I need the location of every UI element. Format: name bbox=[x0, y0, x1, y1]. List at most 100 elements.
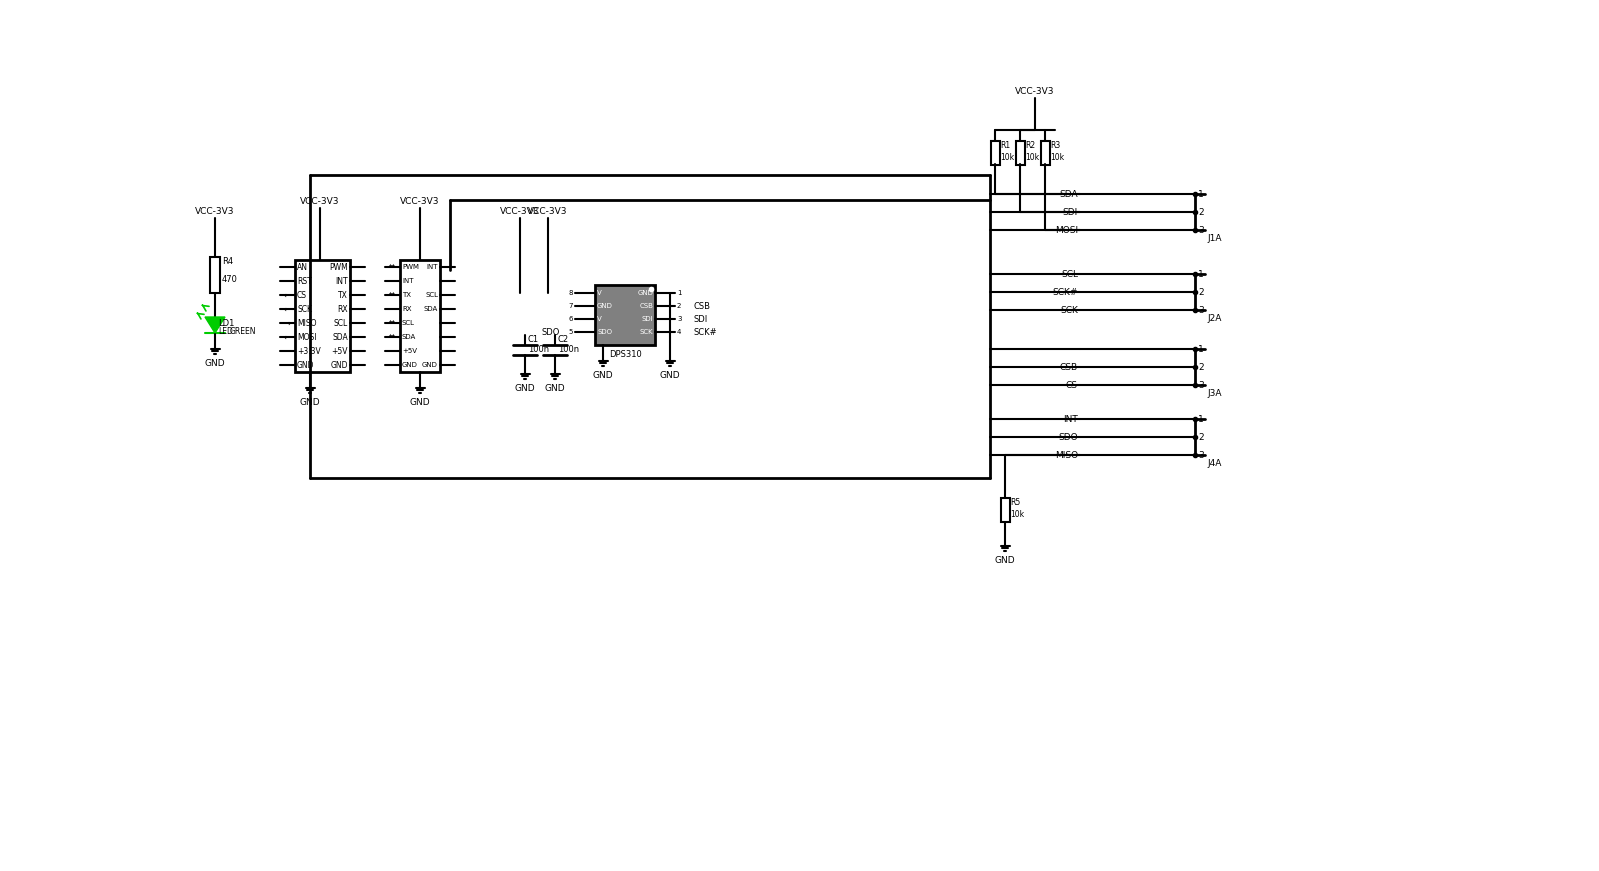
Text: PWM: PWM bbox=[329, 262, 349, 272]
Text: GND: GND bbox=[297, 361, 315, 369]
Text: SDO: SDO bbox=[542, 327, 560, 336]
Text: V: V bbox=[596, 316, 601, 322]
Text: +5V: +5V bbox=[331, 347, 349, 355]
Polygon shape bbox=[205, 317, 225, 333]
Text: C2: C2 bbox=[558, 335, 569, 344]
Text: SCL: SCL bbox=[1062, 269, 1078, 279]
Text: SCK: SCK bbox=[640, 329, 652, 335]
Text: VCC-3V3: VCC-3V3 bbox=[1015, 87, 1055, 96]
Text: J2A: J2A bbox=[1207, 314, 1222, 323]
Text: 10k: 10k bbox=[1001, 152, 1015, 161]
Bar bbox=[400, 260, 440, 372]
Text: +3.3V: +3.3V bbox=[297, 347, 321, 355]
Text: RX: RX bbox=[337, 305, 349, 314]
Text: V: V bbox=[596, 290, 601, 296]
Text: SCK#: SCK# bbox=[692, 327, 716, 336]
Text: SDI: SDI bbox=[641, 316, 652, 322]
Text: 6: 6 bbox=[569, 316, 572, 322]
Text: 2: 2 bbox=[1198, 362, 1204, 372]
Text: MISO: MISO bbox=[1055, 450, 1078, 460]
Text: J3A: J3A bbox=[1207, 389, 1222, 398]
Text: DPS310: DPS310 bbox=[609, 350, 641, 359]
Text: VCC-3V3: VCC-3V3 bbox=[528, 207, 568, 216]
Bar bbox=[595, 285, 656, 345]
Text: GND: GND bbox=[401, 362, 417, 368]
Text: SDA: SDA bbox=[424, 306, 438, 312]
Text: SCK: SCK bbox=[297, 305, 312, 314]
Text: SDI: SDI bbox=[1063, 207, 1078, 217]
Text: ←: ← bbox=[283, 291, 291, 300]
Text: SCL: SCL bbox=[401, 320, 416, 326]
Text: R4: R4 bbox=[222, 257, 233, 266]
Text: TX: TX bbox=[337, 291, 349, 300]
Text: RST: RST bbox=[297, 276, 312, 286]
Text: LD1: LD1 bbox=[217, 319, 235, 327]
Text: GND: GND bbox=[422, 362, 438, 368]
Text: R5: R5 bbox=[1011, 498, 1020, 507]
Text: J1A: J1A bbox=[1207, 234, 1222, 243]
Text: PWM: PWM bbox=[401, 264, 419, 270]
Text: VCC-3V3: VCC-3V3 bbox=[195, 207, 235, 216]
Text: 7: 7 bbox=[569, 303, 572, 309]
Text: CS: CS bbox=[297, 291, 307, 300]
Text: GREEN: GREEN bbox=[230, 327, 256, 335]
Text: 1: 1 bbox=[676, 290, 681, 296]
Text: R3: R3 bbox=[1051, 140, 1060, 150]
Text: VCC-3V3: VCC-3V3 bbox=[301, 197, 339, 206]
Text: GND: GND bbox=[593, 371, 614, 380]
Text: 100n: 100n bbox=[528, 345, 548, 354]
Text: 3: 3 bbox=[1198, 226, 1204, 234]
Text: 1: 1 bbox=[1198, 345, 1204, 354]
Text: RX: RX bbox=[401, 306, 411, 312]
Text: 10k: 10k bbox=[1051, 152, 1065, 161]
Text: 1: 1 bbox=[1198, 190, 1204, 199]
Text: GND: GND bbox=[205, 359, 225, 368]
Text: MOSI: MOSI bbox=[1055, 226, 1078, 234]
Text: GND: GND bbox=[545, 384, 566, 393]
Text: SCK: SCK bbox=[1060, 306, 1078, 314]
Bar bbox=[209, 257, 221, 293]
Text: 2: 2 bbox=[676, 303, 681, 309]
Text: 1: 1 bbox=[1198, 269, 1204, 279]
Text: ↔: ↔ bbox=[389, 292, 395, 298]
Text: SDA: SDA bbox=[401, 334, 416, 340]
Text: 470: 470 bbox=[222, 275, 238, 284]
Text: VCC-3V3: VCC-3V3 bbox=[400, 197, 440, 206]
Text: 4: 4 bbox=[676, 329, 681, 335]
Text: TX: TX bbox=[401, 292, 411, 298]
Text: 8: 8 bbox=[569, 290, 572, 296]
Text: 1: 1 bbox=[1198, 415, 1204, 423]
Text: GND: GND bbox=[596, 303, 612, 309]
Text: 10k: 10k bbox=[1025, 152, 1039, 161]
Text: VCC-3V3: VCC-3V3 bbox=[500, 207, 540, 216]
Text: R2: R2 bbox=[1025, 140, 1036, 150]
Text: INT: INT bbox=[401, 278, 414, 284]
Text: AN: AN bbox=[297, 262, 309, 272]
Text: 3: 3 bbox=[1198, 450, 1204, 460]
Text: GND: GND bbox=[660, 371, 680, 380]
Text: SCK#: SCK# bbox=[1052, 287, 1078, 296]
Text: 10k: 10k bbox=[1011, 510, 1025, 519]
Bar bbox=[990, 140, 999, 165]
Bar bbox=[1015, 140, 1025, 165]
Text: CSB: CSB bbox=[692, 301, 710, 310]
Text: SDI: SDI bbox=[692, 314, 707, 323]
Text: INT: INT bbox=[336, 276, 349, 286]
Text: +5V: +5V bbox=[401, 348, 417, 354]
Bar bbox=[294, 260, 350, 372]
Text: 2: 2 bbox=[1198, 433, 1204, 442]
Text: GND: GND bbox=[515, 384, 536, 393]
Text: →: → bbox=[283, 319, 291, 327]
Text: 2: 2 bbox=[1198, 287, 1204, 296]
Text: GND: GND bbox=[636, 290, 652, 296]
Text: SDA: SDA bbox=[333, 333, 349, 341]
Text: SDO: SDO bbox=[1059, 433, 1078, 442]
Text: ↔: ↔ bbox=[389, 264, 395, 270]
Text: SCL: SCL bbox=[334, 319, 349, 327]
Text: CS: CS bbox=[1067, 381, 1078, 389]
Text: 100n: 100n bbox=[558, 345, 579, 354]
Text: 3: 3 bbox=[1198, 381, 1204, 389]
Text: 3: 3 bbox=[1198, 306, 1204, 314]
Text: ←: ← bbox=[283, 305, 291, 314]
Text: R1: R1 bbox=[1001, 140, 1011, 150]
